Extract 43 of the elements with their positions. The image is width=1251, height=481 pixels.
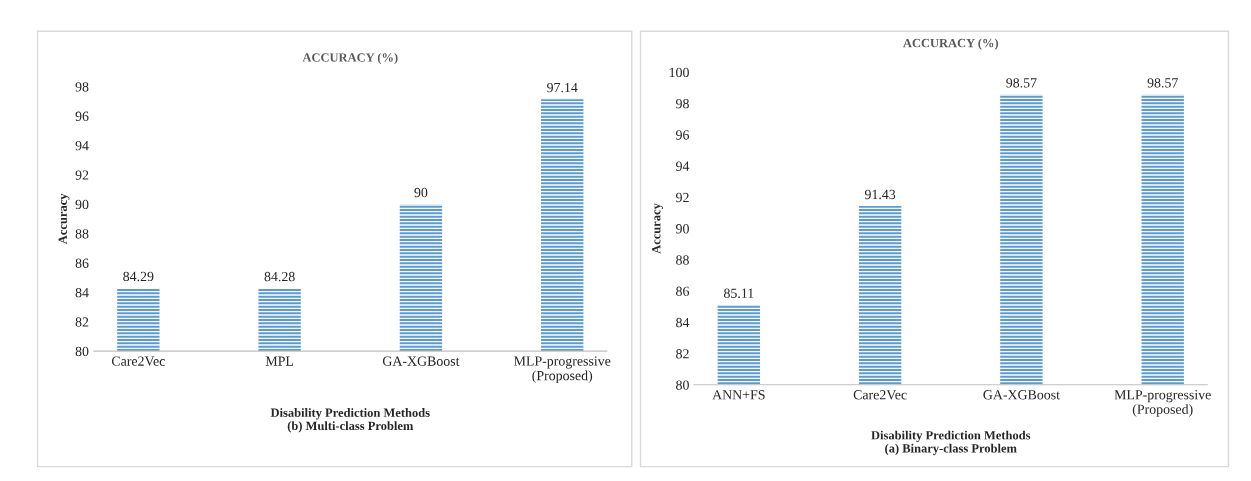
y-axis-title: Accuracy <box>58 193 70 245</box>
x-tick-label: GA-XGBoost <box>983 390 1060 400</box>
data-label: 98.57 <box>1147 78 1178 88</box>
y-tick-label: 100 <box>669 67 689 78</box>
y-tick-label: 90 <box>676 224 689 234</box>
y-axis-title: Accuracy <box>652 203 664 254</box>
y-tick-label: 96 <box>676 130 690 140</box>
data-label: 85.11 <box>723 288 754 298</box>
data-label: 90 <box>414 187 428 198</box>
x-tick-label: Care2Vec <box>853 390 907 400</box>
data-label: 91.43 <box>864 189 896 200</box>
x-tick-label: ANN+FS <box>712 390 765 400</box>
y-tick-label: 92 <box>75 170 89 180</box>
chart-title: ACCURACY (%) <box>903 38 999 50</box>
data-label: 84.28 <box>264 271 295 282</box>
y-tick-label: 94 <box>75 140 89 151</box>
x-axis-title: Disability Prediction Methods (b) Multi-class Problem <box>270 408 430 433</box>
y-tick-label: 82 <box>676 349 689 359</box>
x-tick-label: Care2Vec <box>111 356 165 366</box>
x-tick-label: GA-XGBoost <box>382 356 460 366</box>
data-label: 97.14 <box>547 82 578 93</box>
data-label: 84.29 <box>123 271 154 282</box>
y-tick-label: 92 <box>676 192 689 203</box>
y-tick-label: 98 <box>75 82 89 92</box>
x-axis-title: Disability Prediction Methods (a) Binary-class Problem <box>871 430 1031 456</box>
y-tick-label: 86 <box>75 258 89 268</box>
y-tick-label: 90 <box>75 199 89 210</box>
y-tick-label: 94 <box>676 161 690 171</box>
y-tick-label: 86 <box>676 286 690 296</box>
chart-title: ACCURACY (%) <box>302 52 398 65</box>
y-tick-label: 88 <box>676 255 689 265</box>
y-tick-label: 88 <box>75 229 89 239</box>
data-label: 98.57 <box>1006 78 1037 88</box>
y-tick-label: 80 <box>75 346 89 357</box>
y-tick-label: 80 <box>676 380 689 390</box>
y-tick-label: 96 <box>75 111 89 121</box>
y-tick-label: 98 <box>676 99 689 109</box>
y-tick-label: 84 <box>676 317 690 328</box>
y-tick-label: 84 <box>75 287 89 298</box>
x-tick-label: MLP-progressive (Proposed) <box>514 356 611 384</box>
y-tick-label: 82 <box>75 317 89 327</box>
x-tick-label: MPL <box>265 356 294 366</box>
x-tick-label: MLP-progressive (Proposed) <box>1114 390 1211 417</box>
